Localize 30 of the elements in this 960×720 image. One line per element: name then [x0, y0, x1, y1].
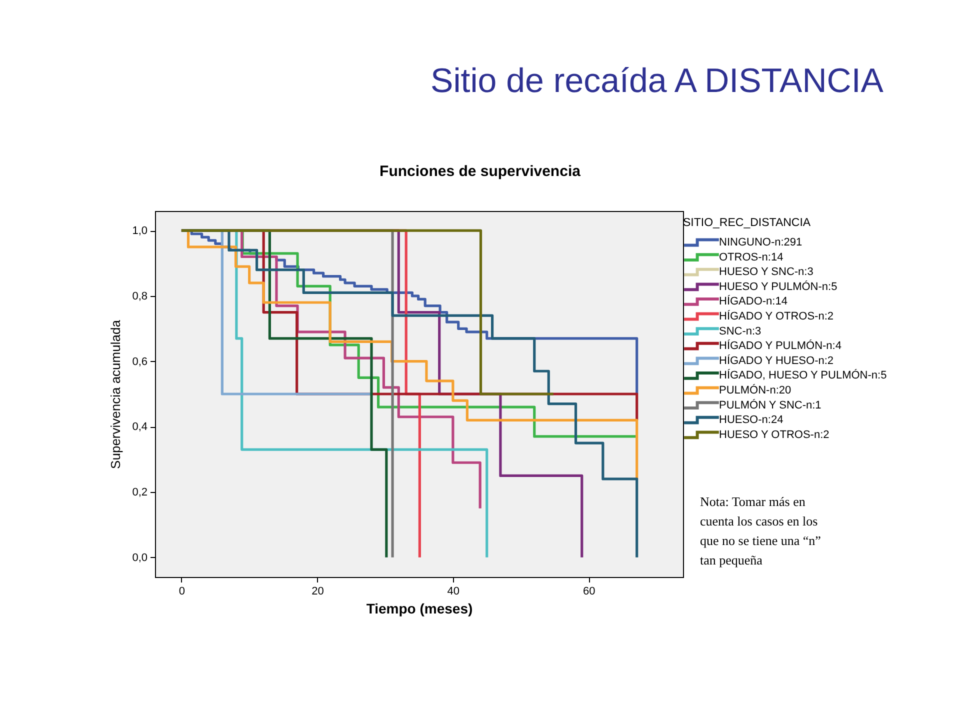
- text: Nota: Tomar más en cuenta los casos en los que no se tiene una “n” tan pequeña: [700, 494, 822, 568]
- y-tick-label: 0,2: [132, 486, 148, 499]
- y-tick-label: 0,4: [132, 421, 148, 434]
- legend-label: HUESO Y PULMÓN-n:5: [719, 280, 838, 293]
- y-tick-label: 0,6: [132, 356, 148, 368]
- chart-title: Sitio de recaída A DISTANCIA: [430, 62, 884, 100]
- y-axis-title: Supervivencia acumulada: [108, 319, 124, 469]
- legend-label: OTROS-n:14: [719, 251, 784, 264]
- legend-label: HÍGADO, HUESO Y PULMÓN-n:5: [719, 368, 887, 382]
- y-tick-label: 1,0: [132, 225, 148, 238]
- legend-label: SNC-n:3: [719, 325, 762, 338]
- legend-label: HUESO-n:24: [719, 414, 784, 426]
- legend-label: PULMÓN Y SNC-n:1: [719, 398, 822, 412]
- legend-label: HUESO Y OTROS-n:2: [719, 428, 830, 441]
- legend-label: NINGUNO-n:291: [719, 236, 802, 248]
- chart-subtitle: Funciones de supervivencia: [380, 163, 582, 180]
- legend-label: HUESO Y SNC-n:3: [719, 266, 814, 278]
- legend-label: HÍGADO Y PULMÓN-n:4: [719, 339, 842, 352]
- y-tick-label: 0,8: [132, 290, 148, 302]
- x-tick-label: 20: [312, 586, 324, 598]
- legend-label: HÍGADO Y OTROS-n:2: [719, 310, 834, 322]
- legend-label: PULMÓN-n:20: [719, 384, 792, 396]
- x-tick-label: 40: [447, 586, 460, 598]
- legend-label: HÍGADO-n:14: [719, 294, 788, 308]
- x-tick-label: 60: [583, 586, 596, 598]
- legend-title: SITIO_REC_DISTANCIA: [683, 217, 811, 229]
- legend-label: HÍGADO Y HUESO-n:2: [719, 354, 834, 367]
- x-tick-label: 0: [178, 586, 186, 598]
- x-axis-title: Tiempo (meses): [366, 600, 473, 616]
- y-tick-label: 0,0: [132, 552, 148, 564]
